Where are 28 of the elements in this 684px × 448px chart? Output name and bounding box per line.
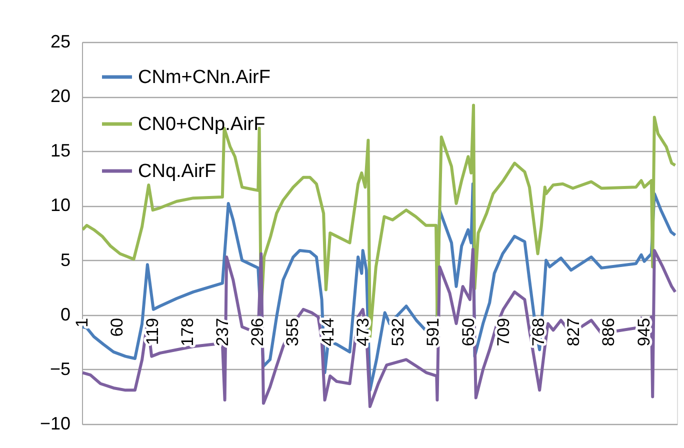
x-tick-label: 60 — [108, 318, 127, 337]
x-tick-label: 119 — [142, 318, 162, 345]
x-tick-label: 178 — [178, 318, 197, 346]
x-tick-label: 532 — [388, 318, 408, 346]
x-tick-label: 709 — [494, 318, 513, 346]
x-tick-label: 473 — [353, 318, 372, 346]
x-tick-label: 237 — [213, 318, 232, 346]
x-tick-label: 945 — [634, 318, 654, 346]
y-tick-label: 20 — [50, 86, 70, 106]
x-tick-label: 591 — [424, 318, 443, 346]
y-tick-label: 5 — [60, 250, 70, 270]
legend-label: CN0+CNp.AirF — [138, 114, 266, 135]
y-tick-label: 0 — [60, 304, 70, 324]
x-tick-label: 414 — [318, 318, 338, 346]
x-tick-label: 886 — [599, 318, 618, 346]
x-tick-label: 827 — [564, 318, 584, 346]
x-tick-label: 1 — [72, 318, 92, 328]
legend-label: CNq.AirF — [138, 161, 216, 182]
y-tick-label: 10 — [50, 195, 70, 216]
legend-label: CNm+CNn.AirF — [138, 67, 270, 88]
y-tick-label: 25 — [50, 32, 70, 52]
y-tick-label: −5 — [50, 358, 70, 379]
x-tick-label: 355 — [283, 318, 302, 346]
y-tick-label: −10 — [40, 414, 70, 434]
x-tick-label: 650 — [458, 318, 478, 346]
x-tick-label: 296 — [248, 318, 268, 346]
y-tick-label: 15 — [50, 140, 70, 161]
x-tick-label: 768 — [528, 318, 548, 346]
